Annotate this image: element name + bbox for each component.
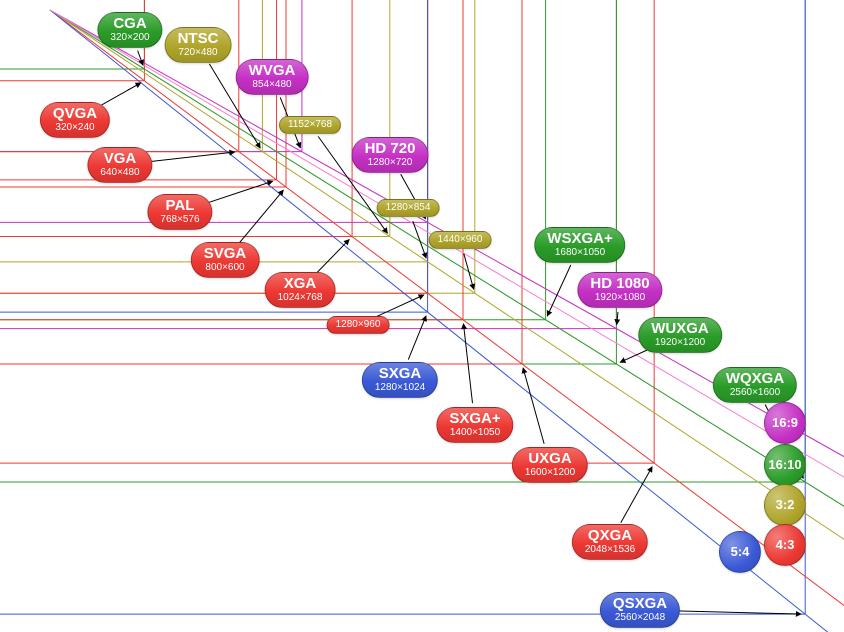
resolution-dims: 320×240 xyxy=(53,122,97,133)
resolution-dims: 1280×1024 xyxy=(375,382,425,393)
resolution-node-wvga: WVGA854×480 xyxy=(236,59,309,95)
aspect-ratio-badge-5-4: 5:4 xyxy=(719,531,761,573)
resolution-name: NTSC xyxy=(178,31,219,47)
resolution-node-wuxga: WUXGA1920×1200 xyxy=(638,317,722,353)
resolution-node-hd-1080: HD 10801920×1080 xyxy=(577,272,662,308)
resolution-dims: 854×480 xyxy=(249,79,296,90)
resolution-node-1440x960: 1440×960 xyxy=(429,231,492,249)
resolution-dims: 800×600 xyxy=(204,262,247,273)
resolution-name: SVGA xyxy=(204,246,247,262)
resolution-node-hd-720: HD 7201280×720 xyxy=(352,137,429,173)
resolution-node-pal: PAL768×576 xyxy=(147,194,212,230)
resolution-dims: 2048×1536 xyxy=(585,544,635,555)
resolution-dims: 1280×960 xyxy=(336,319,381,331)
resolution-name: PAL xyxy=(160,198,199,214)
resolution-dims: 1400×1050 xyxy=(449,427,500,438)
resolution-node-cga: CGA320×200 xyxy=(97,12,162,48)
aspect-ratio-badge-16-9: 16:9 xyxy=(764,402,806,444)
resolution-name: CGA xyxy=(110,16,149,32)
resolution-dims: 1280×854 xyxy=(386,202,431,214)
resolution-name: WUXGA xyxy=(651,321,709,337)
resolution-dims: 2560×2048 xyxy=(613,612,667,623)
aspect-ratio-badge-4-3: 4:3 xyxy=(764,524,806,566)
diagram-lines xyxy=(0,0,844,632)
resolution-node-qsxga: QSXGA2560×2048 xyxy=(600,592,680,628)
resolution-node-ntsc: NTSC720×480 xyxy=(165,27,232,63)
resolution-node-1280x960: 1280×960 xyxy=(327,316,390,334)
resolution-node-sxga-: SXGA+1400×1050 xyxy=(436,407,513,443)
resolution-name: UXGA xyxy=(525,451,575,467)
resolution-dims: 1920×1080 xyxy=(590,292,649,303)
resolution-name: HD 1080 xyxy=(590,276,649,292)
resolution-dims: 2560×1600 xyxy=(726,387,784,398)
resolution-node-1152x768: 1152×768 xyxy=(279,116,341,134)
resolution-node-qvga: QVGA320×240 xyxy=(40,102,110,138)
resolution-dims: 640×480 xyxy=(100,167,139,178)
resolution-name: SXGA xyxy=(375,366,425,382)
resolution-dims: 1024×768 xyxy=(278,292,323,303)
resolution-name: QXGA xyxy=(585,528,635,544)
resolution-dims: 1440×960 xyxy=(438,234,483,246)
resolution-node-svga: SVGA800×600 xyxy=(191,242,260,278)
resolution-node-sxga: SXGA1280×1024 xyxy=(362,362,438,398)
resolution-node-wqxga: WQXGA2560×1600 xyxy=(713,367,797,403)
resolution-node-qxga: QXGA2048×1536 xyxy=(572,524,648,560)
resolution-dims: 1600×1200 xyxy=(525,467,575,478)
resolution-node-wsxga-: WSXGA+1680×1050 xyxy=(534,227,625,263)
resolution-node-uxga: UXGA1600×1200 xyxy=(512,447,588,483)
aspect-ratio-badge-3-2: 3:2 xyxy=(764,484,806,526)
resolution-node-1280x854: 1280×854 xyxy=(377,199,440,217)
resolution-name: QVGA xyxy=(53,106,97,122)
resolution-dims: 320×200 xyxy=(110,32,149,43)
resolution-name: VGA xyxy=(100,151,139,167)
resolution-name: HD 720 xyxy=(365,141,416,157)
resolution-name: WVGA xyxy=(249,63,296,79)
resolution-dims: 1920×1200 xyxy=(651,337,709,348)
resolution-dims: 1280×720 xyxy=(365,157,416,168)
resolution-name: WQXGA xyxy=(726,371,784,387)
aspect-ratio-badge-16-10: 16:10 xyxy=(764,444,806,486)
resolution-name: XGA xyxy=(278,276,323,292)
resolution-dims: 720×480 xyxy=(178,47,219,58)
resolution-dims: 1680×1050 xyxy=(547,247,612,258)
resolution-dims: 768×576 xyxy=(160,214,199,225)
resolution-node-vga: VGA640×480 xyxy=(87,147,152,183)
resolution-name: SXGA+ xyxy=(449,411,500,427)
resolution-name: QSXGA xyxy=(613,596,667,612)
resolution-name: WSXGA+ xyxy=(547,231,612,247)
resolution-node-xga: XGA1024×768 xyxy=(265,272,336,308)
resolution-dims: 1152×768 xyxy=(288,119,332,131)
